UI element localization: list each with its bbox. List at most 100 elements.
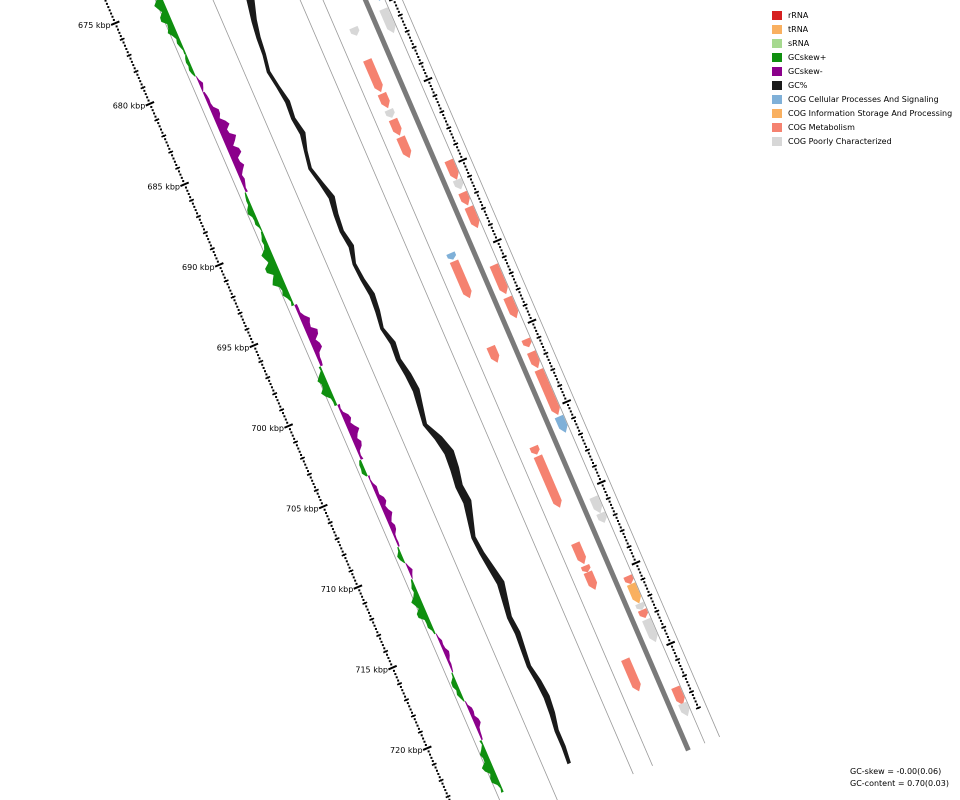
ruler-dot (268, 379, 271, 382)
ruler-dot (417, 55, 420, 58)
ruler-dot (325, 511, 328, 514)
ruler-dot (369, 615, 372, 618)
ruler-dot (445, 792, 448, 795)
ruler-dot (171, 154, 174, 157)
ruler-dot (589, 455, 592, 458)
ruler-dot (182, 180, 185, 183)
ruler-dot (164, 138, 167, 141)
ruler-tick (388, 0, 394, 2)
legend-item: rRNA (772, 8, 952, 22)
ruler-tick (188, 198, 195, 203)
ruler-dot (643, 581, 646, 584)
ruler-dot (344, 557, 347, 560)
ruler-tick (654, 609, 660, 613)
ruler-tick (265, 375, 271, 380)
ruler-tick (175, 166, 181, 170)
ruler-dot (580, 436, 583, 439)
ruler-dot (429, 84, 432, 87)
ruler-tick (501, 255, 507, 259)
gc-skew-segment (154, 0, 187, 55)
tick-label: 695 kbp (217, 343, 250, 352)
legend: rRNA tRNA sRNA GCskew+ GCskew- GC% COG Cellula… (772, 8, 952, 148)
ruler-tick (446, 126, 452, 130)
ruler-dot (136, 73, 139, 76)
gene-arrow (384, 108, 395, 118)
ruler-dot (172, 157, 175, 160)
ruler-dot (497, 242, 500, 245)
ruler-dot (619, 526, 622, 529)
ruler-tick (376, 633, 382, 638)
ruler-dot (269, 383, 272, 386)
ruler-tick (388, 664, 398, 671)
ruler-dot (506, 262, 509, 265)
ruler-dot (441, 782, 444, 785)
ruler-dot (320, 502, 323, 505)
ruler-dot (413, 718, 416, 721)
ruler-dot (553, 371, 556, 374)
ruler-dot (529, 316, 532, 319)
gene-arrow (527, 350, 540, 369)
gc-skew-segment (367, 475, 400, 547)
track-guide-line (154, 0, 501, 800)
ruler-dot (386, 653, 389, 656)
ruler-dot (319, 499, 322, 502)
ruler-dot (626, 542, 629, 545)
legend-item: sRNA (772, 36, 952, 50)
ruler-tick (369, 617, 375, 622)
ruler-dot (394, 673, 397, 676)
ruler-dot (288, 428, 291, 431)
gene-arrow (378, 0, 381, 1)
ruler-dot (179, 173, 182, 176)
ruler-dot (397, 10, 400, 13)
ruler-tick (596, 479, 606, 486)
legend-swatch (772, 80, 782, 90)
gc-skew-segment (359, 459, 368, 477)
ruler-tick (209, 247, 215, 251)
ruler-dot (666, 635, 669, 638)
ruler-dot (575, 423, 578, 426)
ruler-dot (512, 278, 515, 281)
ruler-dot (416, 724, 419, 727)
ruler-dot (571, 413, 574, 416)
ruler-dot (323, 508, 326, 511)
kbp-ruler (104, 0, 702, 800)
ruler-dot (227, 286, 230, 289)
ruler-dot (407, 33, 410, 36)
ruler-dot (219, 267, 222, 270)
ruler-dot (597, 474, 600, 477)
ruler-dot (262, 366, 265, 369)
ruler-dot (689, 687, 692, 690)
ruler-dot (112, 18, 115, 21)
gc-content-track (246, 0, 571, 765)
ruler-dot (476, 194, 479, 197)
ruler-dot (387, 656, 390, 659)
ruler-dot (279, 405, 282, 408)
ruler-tick (445, 794, 451, 799)
ruler-dot (234, 302, 237, 305)
ruler-dot (139, 80, 142, 83)
ruler-dot (302, 460, 305, 463)
gene-features (349, 0, 690, 717)
ruler-dot (237, 308, 240, 311)
gene-arrow (444, 158, 459, 180)
ruler-tick (195, 214, 202, 219)
ruler-dot (639, 571, 642, 574)
ruler-tick (284, 423, 294, 429)
ruler-dot (366, 608, 369, 611)
ruler-dot (653, 603, 656, 606)
ruler-tick (249, 342, 259, 349)
ruler-dot (623, 536, 626, 539)
gc-skew-segment (195, 76, 204, 93)
ruler-dot (694, 700, 697, 703)
ruler-dot (243, 321, 246, 324)
ruler-dot (151, 109, 154, 112)
ruler-dot (222, 273, 225, 276)
ruler-tick (145, 101, 155, 107)
ruler-dot (431, 88, 434, 91)
ruler-dot (485, 213, 488, 216)
gc-skew-segment (294, 304, 323, 367)
ruler-dot (331, 528, 334, 531)
ruler-tick (550, 367, 556, 372)
ruler-dot (677, 661, 680, 664)
ruler-dot (368, 611, 371, 614)
